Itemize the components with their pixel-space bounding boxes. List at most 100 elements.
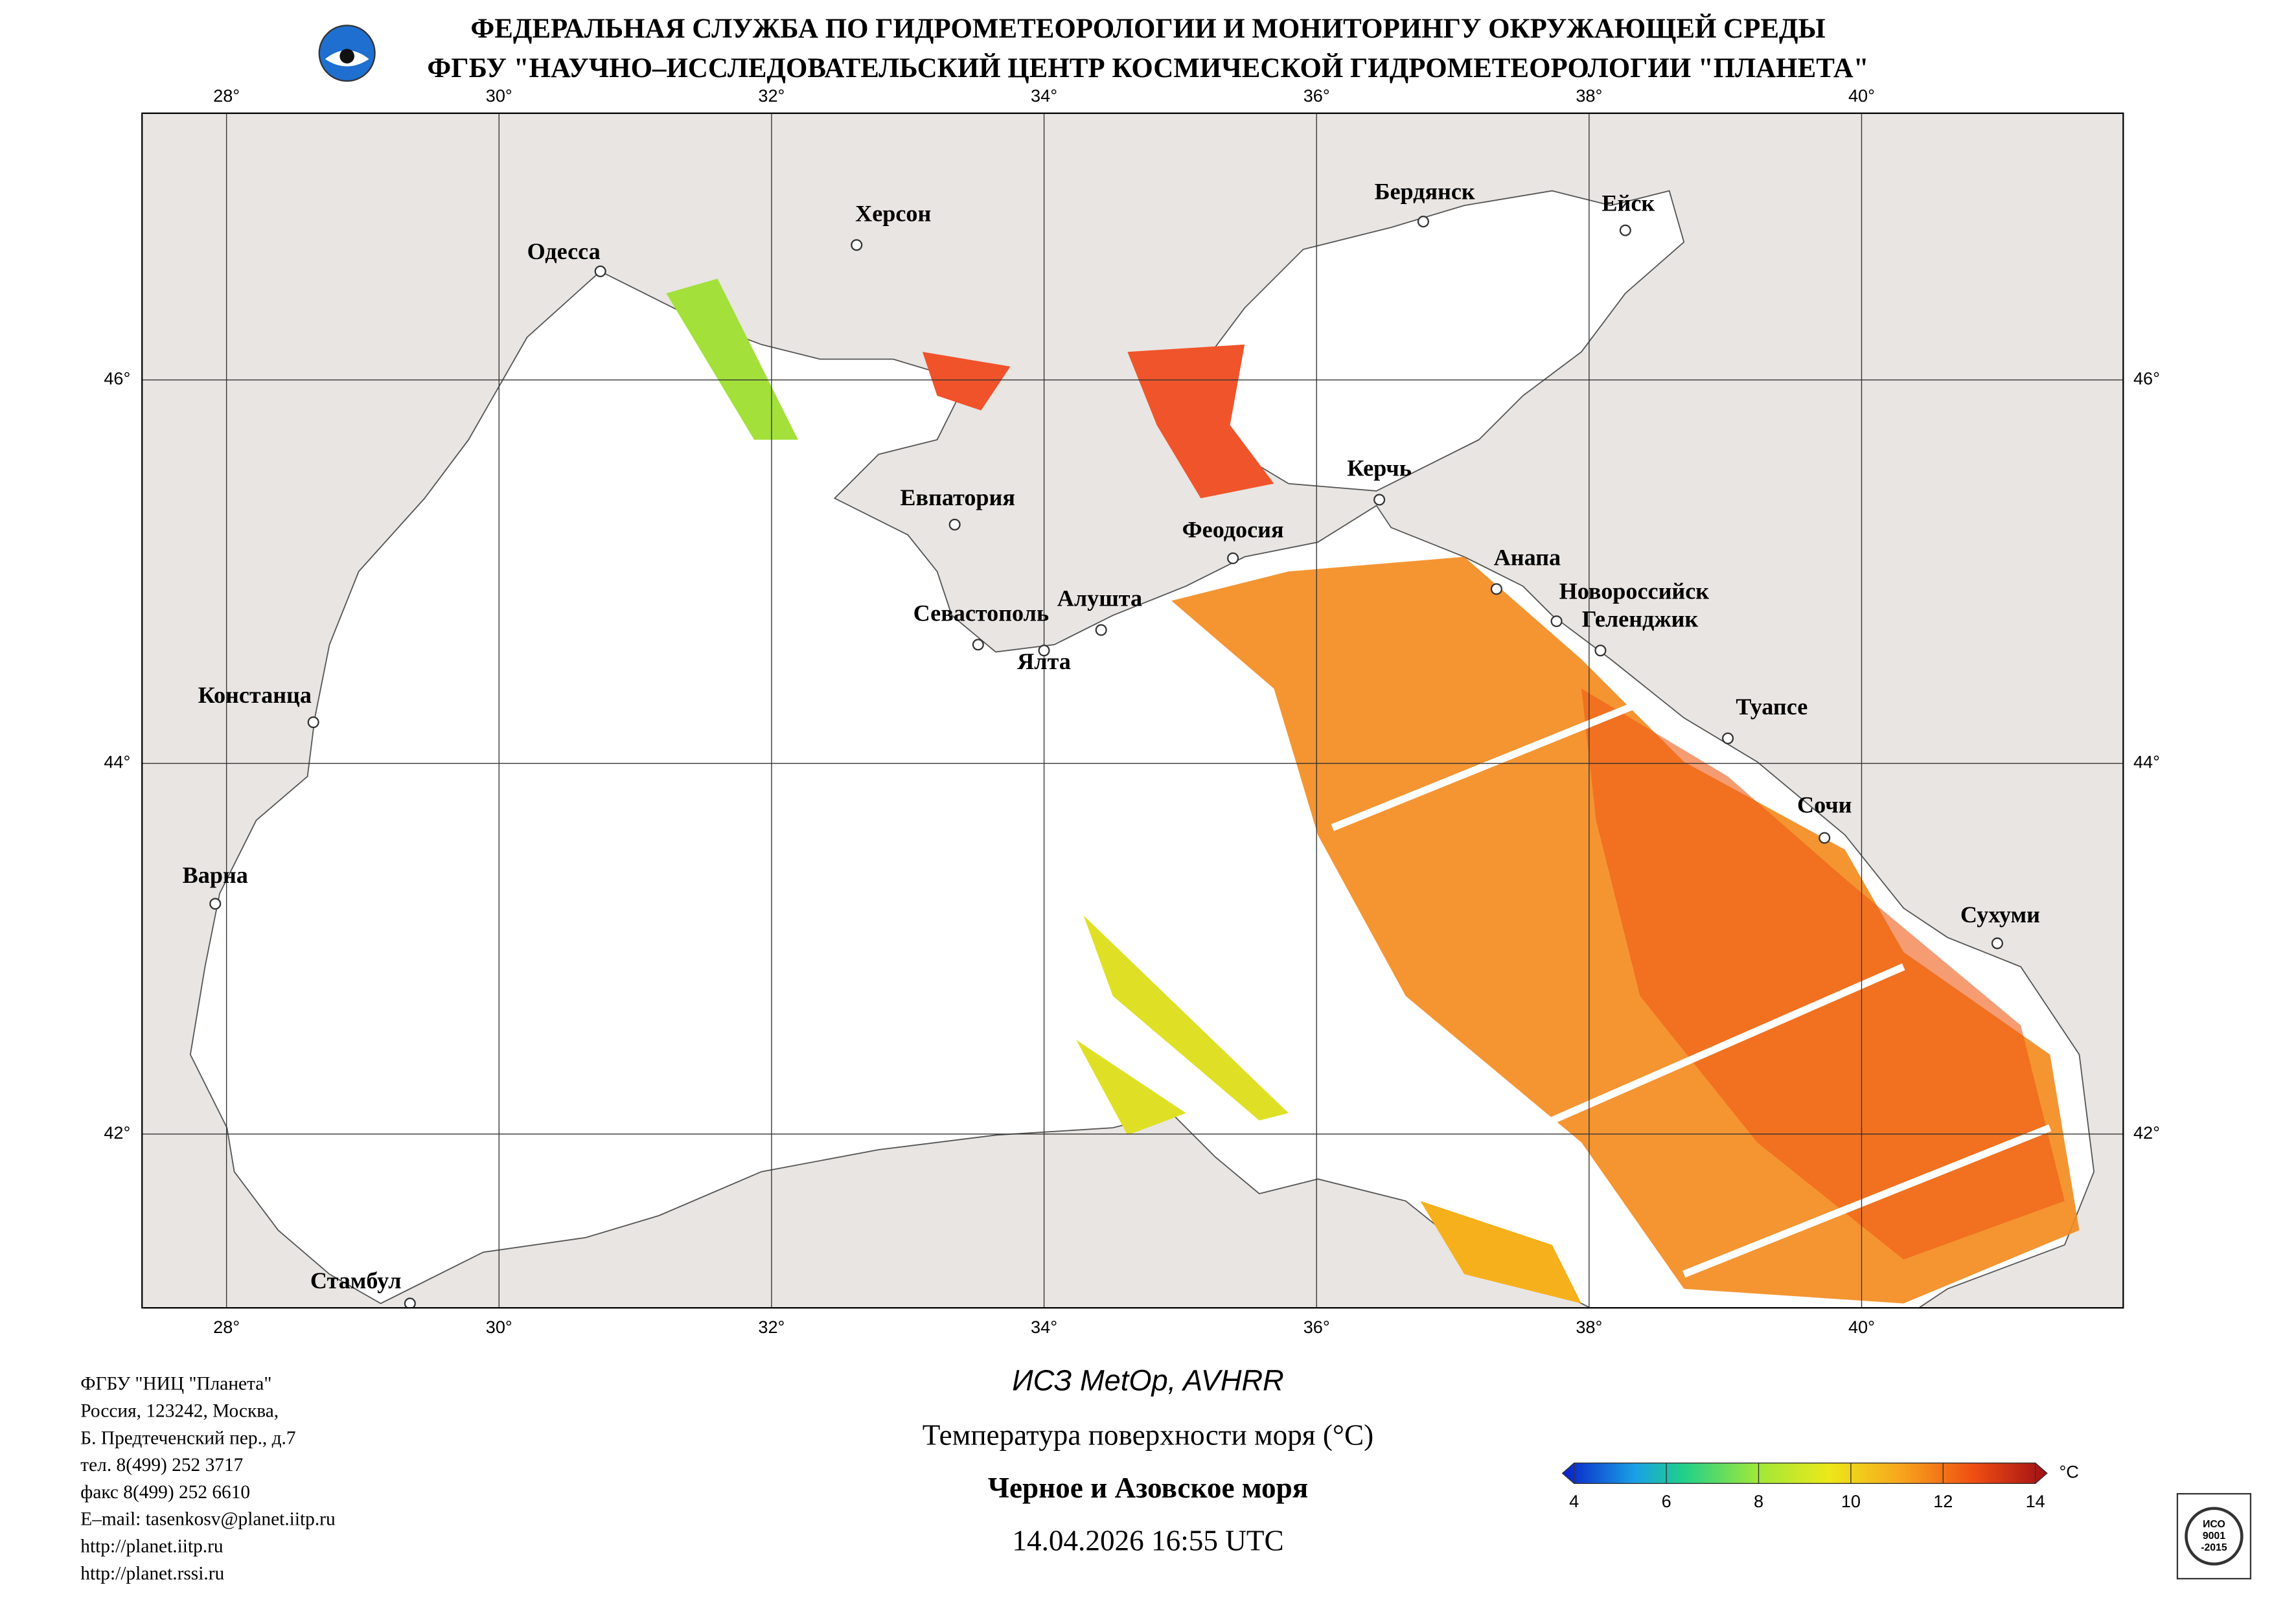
sst-patch <box>1420 1201 1582 1304</box>
city-dot <box>1490 583 1502 595</box>
colorbar-bar <box>1561 1463 2048 1485</box>
lon-label: 28° <box>213 85 240 106</box>
city-label: Новороссийск <box>1559 578 1710 604</box>
city-dot <box>1550 615 1563 628</box>
city-dot <box>1619 224 1631 236</box>
lat-label: 44° <box>2133 752 2160 772</box>
lon-label: 32° <box>758 85 785 106</box>
address-line: тел. 8(499) 252 3717 <box>80 1455 243 1476</box>
city-label: Туапсе <box>1736 694 1808 720</box>
header-line: ФЕДЕРАЛЬНАЯ СЛУЖБА ПО ГИДРОМЕТЕОРОЛОГИИ … <box>470 14 1825 44</box>
colorbar-label: 8 <box>1754 1491 1763 1511</box>
city-label: Стамбул <box>310 1268 402 1294</box>
lat-label: 46° <box>2133 369 2160 389</box>
city-dot <box>1095 624 1107 636</box>
city-label: Анапа <box>1494 544 1561 570</box>
city-label: Севастополь <box>913 600 1049 626</box>
lon-label: 36° <box>1303 1317 1330 1337</box>
sst-patch <box>922 352 1011 411</box>
address-line: Россия, 123242, Москва, <box>80 1400 279 1421</box>
address-line: Б. Предтеченский пер., д.7 <box>80 1428 295 1448</box>
certificate-text: ИСО <box>2203 1519 2225 1530</box>
lon-label: 36° <box>1303 85 1330 106</box>
sst-patch <box>666 279 798 440</box>
colorbar-label: 6 <box>1662 1491 1671 1511</box>
address-line: http://planet.rssi.ru <box>80 1563 224 1584</box>
lon-label: 32° <box>758 1317 785 1337</box>
lon-label: 28° <box>213 1317 240 1337</box>
city-label: Керчь <box>1347 455 1412 481</box>
sst-patch <box>1581 689 2065 1260</box>
city-label: Алушта <box>1057 586 1142 611</box>
grid <box>142 113 2124 1308</box>
city-dot <box>972 639 984 651</box>
colorbar-label: 14 <box>2026 1491 2045 1511</box>
city-label: Феодосия <box>1182 517 1284 543</box>
city-label: Констанца <box>198 682 312 708</box>
azov-sea <box>1200 190 1685 492</box>
logo <box>318 25 376 82</box>
colorbar-label: 12 <box>1933 1491 1953 1511</box>
city-dot <box>209 898 222 910</box>
city-dot <box>851 239 863 251</box>
address-line: http://planet.iitp.ru <box>80 1536 224 1557</box>
colorbar: 4 6 8 10 12 14 °C <box>1561 1462 2079 1511</box>
city-dot <box>948 518 961 530</box>
map: Одесса Херсон Бердянск Ейск Евпатория Феодоси… <box>142 113 2124 1308</box>
city-dot <box>307 716 319 729</box>
city-label: Херсон <box>855 200 931 226</box>
city-label: Геленджик <box>1582 606 1699 632</box>
map-frame <box>141 112 2124 1309</box>
city-label: Варна <box>183 862 248 888</box>
city-dot <box>1991 937 2003 950</box>
city-dot <box>1373 494 1386 506</box>
lon-label: 34° <box>1031 1317 1057 1337</box>
address-line: ФГБУ "НИЦ "Планета" <box>80 1374 271 1395</box>
sst-patch <box>1127 344 1274 499</box>
city-dot <box>404 1297 416 1308</box>
address: ФГБУ "НИЦ "Планета" Россия, 123242, Москв… <box>80 1374 336 1584</box>
city-label: Ейск <box>1601 190 1655 216</box>
city-dot <box>1417 216 1429 228</box>
city-dot <box>1038 644 1050 657</box>
city-label: Сухуми <box>1960 902 2040 928</box>
lat-label: 44° <box>104 752 130 772</box>
lon-label: 30° <box>486 1317 512 1337</box>
sst-patch <box>1076 915 1289 1135</box>
lon-label: 40° <box>1848 85 1875 106</box>
lat-label: 46° <box>104 369 130 389</box>
region: Черное и Азовское моря <box>988 1472 1308 1504</box>
city-dot <box>1227 552 1239 564</box>
city-label: Евпатория <box>900 484 1015 510</box>
city-label: Сочи <box>1797 792 1852 817</box>
lon-label: 30° <box>486 85 512 106</box>
colorbar-unit: °C <box>2059 1462 2078 1482</box>
frame-ticks: 28° 28° 30° 30° 32° 32° 34° 34° 36° 36° 38° 38° 40° 4… <box>104 85 2160 1337</box>
header-line: ФГБУ "НАУЧНО–ИССЛЕДОВАТЕЛЬСКИЙ ЦЕНТР КОС… <box>427 53 1868 84</box>
city-dot <box>1819 832 1831 844</box>
city-dot <box>1722 732 1734 744</box>
lon-label: 38° <box>1576 85 1602 106</box>
address-line: факс 8(499) 252 6610 <box>80 1482 250 1503</box>
address-line: E–mail: tasenkosv@planet.iitp.ru <box>80 1509 336 1530</box>
certificate-text: -2015 <box>2201 1542 2227 1553</box>
datetime: 14.04.2026 16:55 UTC <box>1012 1524 1283 1556</box>
city-dot <box>594 265 606 277</box>
lon-label: 38° <box>1576 1317 1602 1337</box>
satellite: ИСЗ MetOp, AVHRR <box>1012 1363 1283 1396</box>
city-label: Одесса <box>527 238 601 264</box>
city-label: Ялта <box>1017 648 1071 674</box>
city-label: Бердянск <box>1375 178 1475 204</box>
parameter: Температура поверхности моря (°C) <box>923 1419 1373 1452</box>
colorbar-label: 4 <box>1569 1491 1579 1511</box>
colorbar-label: 10 <box>1841 1491 1861 1511</box>
cities: Одесса Херсон Бердянск Ейск Евпатория Феодоси… <box>183 178 2040 1308</box>
lat-label: 42° <box>2133 1123 2160 1143</box>
city-dot <box>1594 644 1607 657</box>
lat-label: 42° <box>104 1123 130 1143</box>
lon-label: 34° <box>1031 85 1057 106</box>
lon-label: 40° <box>1848 1317 1875 1337</box>
certificate-text: 9001 <box>2203 1531 2225 1542</box>
